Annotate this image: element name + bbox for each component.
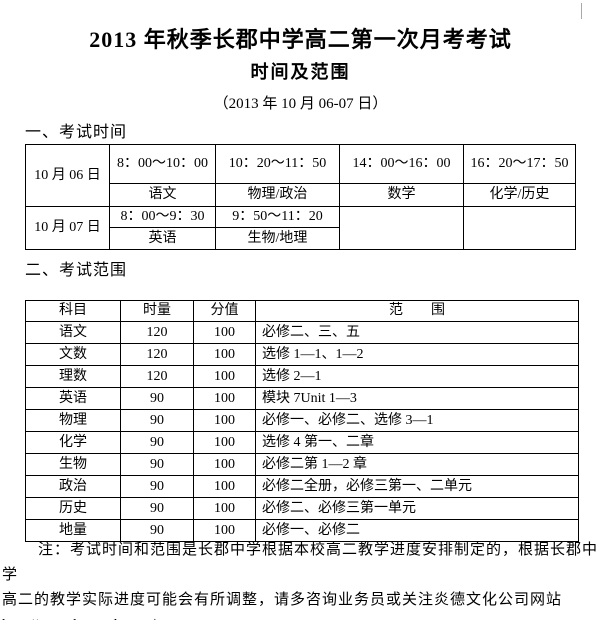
table-row: 语文 120 100 必修二、三、五 [25,321,579,344]
table-row: 10 月 06 日 8：00～10：00 10：20～11：50 14：00～1… [25,144,576,207]
exam-date-line: （2013 年 10 月 06-07 日） [213,96,388,112]
schedule-subject-cell: 语文 [109,183,216,207]
schedule-subject-cell: 化学/历史 [463,183,576,207]
table-row: 物理 90 100 必修一、必修二、选修 3—1 [25,409,579,432]
table-row: 历史 90 100 必修二、必修三第一单元 [25,497,579,520]
score-cell: 100 [193,497,256,520]
score-cell: 100 [193,431,256,454]
range-cell: 选修 4 第一、二章 [255,431,579,454]
col-header-subject: 科目 [25,300,121,322]
footnote-line: 高二的教学实际进度可能会有所调整，请多咨询业务员或关注炎德文化公司网站 [2,592,563,608]
table-row: 理数 120 100 选修 2—1 [25,365,579,388]
range-cell: 必修二第 1—2 章 [255,453,579,476]
range-cell: 必修二全册，必修三第一、二单元 [255,475,579,498]
exam-schedule-table: 10 月 06 日 8：00～10：00 10：20～11：50 14：00～1… [25,144,576,250]
subject-cell: 文数 [25,343,121,366]
subject-cell: 生物 [25,453,121,476]
text-cursor-artifact [581,3,582,19]
schedule-subject-cell: 数学 [339,183,464,207]
subject-cell: 化学 [25,431,121,454]
duration-cell: 120 [120,321,194,344]
schedule-time-cell: 16：20～17：50 [463,144,576,184]
score-cell: 100 [193,453,256,476]
range-cell: 必修一、必修二 [255,519,579,542]
footnote-url: http://www.hnyande.com) [2,613,599,620]
schedule-date-day2: 10 月 07 日 [25,206,110,250]
subject-cell: 历史 [25,497,121,520]
schedule-date-day1: 10 月 06 日 [25,144,110,207]
schedule-empty-cell [463,206,576,250]
schedule-time-cell: 10：20～11：50 [215,144,340,184]
schedule-time-cell: 8：00～10：00 [109,144,216,184]
duration-cell: 120 [120,343,194,366]
page-subtitle: 时间及范围 [250,62,351,82]
duration-cell: 90 [120,387,194,410]
range-cell: 必修二、必修三第一单元 [255,497,579,520]
schedule-time-cell: 8：00～9：30 [109,206,216,228]
table-row: 文数 120 100 选修 1—1、1—2 [25,343,579,366]
table-row: 英语 生物/地理 [26,227,576,250]
col-header-duration: 时量 [120,300,194,322]
score-cell: 100 [193,387,256,410]
subject-cell: 物理 [25,409,121,432]
subject-cell: 地量 [25,519,121,542]
schedule-subject-cell: 英语 [109,227,216,250]
col-header-range: 范 围 [255,300,579,322]
score-cell: 100 [193,409,256,432]
table-row: 10 月 07 日 8：00～9：30 9：50～11：20 [25,206,576,250]
table-row: 生物 90 100 必修二第 1—2 章 [25,453,579,476]
duration-cell: 90 [120,519,194,542]
duration-cell: 90 [120,497,194,520]
subject-cell: 英语 [25,387,121,410]
duration-cell: 90 [120,409,194,432]
table-row: 语文 物理/政治 数学 化学/历史 [26,183,576,207]
schedule-subject-cell: 生物/地理 [215,227,340,250]
section-heading-exam-scope: 二、考试范围 [25,262,128,279]
table-row: 英语 90 100 模块 7Unit 1—3 [25,387,579,410]
range-cell: 选修 2—1 [255,365,579,388]
table-row: 地量 90 100 必修一、必修二 [25,519,579,542]
score-cell: 100 [193,365,256,388]
subject-cell: 语文 [25,321,121,344]
page-title: 2013 年秋季长郡中学高二第一次月考考试 [89,27,512,52]
duration-cell: 90 [120,475,194,498]
table-row: 政治 90 100 必修二全册，必修三第一、二单元 [25,475,579,498]
schedule-time-cell: 9：50～11：20 [215,206,340,228]
range-cell: 选修 1—1、1—2 [255,343,579,366]
schedule-empty-cell [339,206,464,250]
schedule-subject-cell: 物理/政治 [215,183,340,207]
section-heading-exam-time: 一、考试时间 [25,124,128,141]
footnote-line: 注：考试时间和范围是长郡中学根据本校高二教学进度安排制定的，根据长郡中学 [2,542,599,583]
exam-scope-table: 科目 时量 分值 范 围 语文 120 100 必修二、三、五 文数 120 1… [25,300,579,542]
footnote-paragraph: 注：考试时间和范围是长郡中学根据本校高二教学进度安排制定的，根据长郡中学 高二的… [2,538,599,620]
table-row: 化学 90 100 选修 4 第一、二章 [25,431,579,454]
table-header-row: 科目 时量 分值 范 围 [25,300,579,322]
score-cell: 100 [193,475,256,498]
subject-cell: 理数 [25,365,121,388]
range-cell: 必修二、三、五 [255,321,579,344]
subject-cell: 政治 [25,475,121,498]
schedule-time-cell: 14：00～16：00 [339,144,464,184]
range-cell: 模块 7Unit 1—3 [255,387,579,410]
duration-cell: 90 [120,431,194,454]
score-cell: 100 [193,343,256,366]
col-header-score: 分值 [193,300,256,322]
duration-cell: 90 [120,453,194,476]
score-cell: 100 [193,519,256,542]
range-cell: 必修一、必修二、选修 3—1 [255,409,579,432]
score-cell: 100 [193,321,256,344]
duration-cell: 120 [120,365,194,388]
